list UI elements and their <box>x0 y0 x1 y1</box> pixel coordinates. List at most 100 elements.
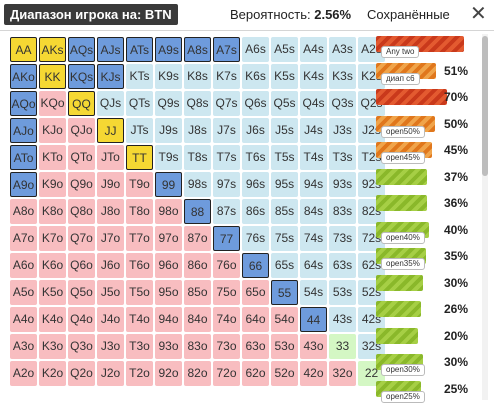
hand-cell-64o[interactable]: 64o <box>242 307 269 332</box>
hand-cell-87o[interactable]: 87o <box>184 226 211 251</box>
saved-range-item[interactable]: 70% <box>373 87 473 113</box>
hand-cell-T7s[interactable]: T7s <box>213 145 240 170</box>
hand-cell-A3o[interactable]: A3o <box>10 334 37 359</box>
hand-cell-93s[interactable]: 93s <box>329 172 356 197</box>
hand-cell-KJs[interactable]: KJs <box>97 64 124 89</box>
hand-cell-98o[interactable]: 98o <box>155 199 182 224</box>
hand-cell-K4o[interactable]: K4o <box>39 307 66 332</box>
hand-cell-63s[interactable]: 63s <box>329 253 356 278</box>
hand-cell-Q5o[interactable]: Q5o <box>68 280 95 305</box>
saved-range-bar[interactable] <box>376 168 427 185</box>
hand-cell-AKo[interactable]: AKo <box>10 64 37 89</box>
hand-cell-K9s[interactable]: K9s <box>155 64 182 89</box>
hand-cell-AQs[interactable]: AQs <box>68 37 95 62</box>
hand-cell-K8s[interactable]: K8s <box>184 64 211 89</box>
hand-cell-44[interactable]: 44 <box>300 307 327 332</box>
hand-cell-43s[interactable]: 43s <box>329 307 356 332</box>
hand-cell-K7o[interactable]: K7o <box>39 226 66 251</box>
hand-cell-A6s[interactable]: A6s <box>242 37 269 62</box>
scrollbar-track[interactable] <box>482 34 488 400</box>
hand-cell-T9o[interactable]: T9o <box>126 172 153 197</box>
hand-cell-73o[interactable]: 73o <box>213 334 240 359</box>
hand-cell-QJs[interactable]: QJs <box>97 91 124 116</box>
hand-cell-72o[interactable]: 72o <box>213 361 240 386</box>
saved-range-bar[interactable] <box>376 327 418 344</box>
hand-cell-J6s[interactable]: J6s <box>242 118 269 143</box>
hand-cell-J6o[interactable]: J6o <box>97 253 124 278</box>
hand-cell-52o[interactable]: 52o <box>271 361 298 386</box>
hand-cell-Q7s[interactable]: Q7s <box>213 91 240 116</box>
saved-range-bar[interactable] <box>376 301 421 317</box>
hand-cell-42o[interactable]: 42o <box>300 361 327 386</box>
hand-cell-A5s[interactable]: A5s <box>271 37 298 62</box>
hand-cell-QTo[interactable]: QTo <box>68 145 95 170</box>
hand-cell-Q2o[interactable]: Q2o <box>68 361 95 386</box>
hand-cell-Q4s[interactable]: Q4s <box>300 91 327 116</box>
hand-cell-Q3s[interactable]: Q3s <box>329 91 356 116</box>
hand-cell-A5o[interactable]: A5o <box>10 280 37 305</box>
hand-cell-K4s[interactable]: K4s <box>300 64 327 89</box>
hand-cell-KTo[interactable]: KTo <box>39 145 66 170</box>
hand-cell-T3o[interactable]: T3o <box>126 334 153 359</box>
saved-range-item[interactable]: 51% диап с6 <box>373 61 473 87</box>
hand-cell-43o[interactable]: 43o <box>300 334 327 359</box>
hand-cell-J9o[interactable]: J9o <box>97 172 124 197</box>
close-icon[interactable]: ✕ <box>470 3 487 25</box>
hand-cell-A7s[interactable]: A7s <box>213 37 240 62</box>
hand-cell-K8o[interactable]: K8o <box>39 199 66 224</box>
hand-cell-92o[interactable]: 92o <box>155 361 182 386</box>
hand-cell-J8o[interactable]: J8o <box>97 199 124 224</box>
hand-cell-A4o[interactable]: A4o <box>10 307 37 332</box>
hand-cell-J8s[interactable]: J8s <box>184 118 211 143</box>
hand-cell-Q8o[interactable]: Q8o <box>68 199 95 224</box>
hand-cell-83o[interactable]: 83o <box>184 334 211 359</box>
hand-cell-J5o[interactable]: J5o <box>97 280 124 305</box>
hand-cell-J3s[interactable]: J3s <box>329 118 356 143</box>
hand-cell-J3o[interactable]: J3o <box>97 334 124 359</box>
hand-cell-76s[interactable]: 76s <box>242 226 269 251</box>
hand-cell-Q6o[interactable]: Q6o <box>68 253 95 278</box>
saved-range-bar[interactable] <box>376 89 447 105</box>
hand-cell-76o[interactable]: 76o <box>213 253 240 278</box>
hand-cell-K7s[interactable]: K7s <box>213 64 240 89</box>
hand-cell-53s[interactable]: 53s <box>329 280 356 305</box>
hand-cell-ATo[interactable]: ATo <box>10 145 37 170</box>
hand-cell-85s[interactable]: 85s <box>271 199 298 224</box>
hand-cell-86s[interactable]: 86s <box>242 199 269 224</box>
hand-cell-97o[interactable]: 97o <box>155 226 182 251</box>
saved-range-item[interactable]: 20% <box>373 326 473 352</box>
hand-cell-98s[interactable]: 98s <box>184 172 211 197</box>
hand-cell-J5s[interactable]: J5s <box>271 118 298 143</box>
hand-cell-75o[interactable]: 75o <box>213 280 240 305</box>
saved-range-item[interactable]: 26% <box>373 299 473 325</box>
hand-cell-T5s[interactable]: T5s <box>271 145 298 170</box>
scrollbar-thumb[interactable] <box>482 36 488 176</box>
hand-cell-95s[interactable]: 95s <box>271 172 298 197</box>
hand-cell-Q4o[interactable]: Q4o <box>68 307 95 332</box>
hand-cell-T6o[interactable]: T6o <box>126 253 153 278</box>
hand-cell-AJo[interactable]: AJo <box>10 118 37 143</box>
hand-cell-84s[interactable]: 84s <box>300 199 327 224</box>
hand-cell-94o[interactable]: 94o <box>155 307 182 332</box>
hand-cell-55[interactable]: 55 <box>271 280 298 305</box>
saved-range-bar[interactable] <box>376 274 423 291</box>
hand-cell-TT[interactable]: TT <box>126 145 153 170</box>
hand-cell-A8o[interactable]: A8o <box>10 199 37 224</box>
hand-cell-T5o[interactable]: T5o <box>126 280 153 305</box>
hand-cell-JJ[interactable]: JJ <box>97 118 124 143</box>
hand-cell-Q6s[interactable]: Q6s <box>242 91 269 116</box>
saved-range-item[interactable]: 40% open40% <box>373 220 473 246</box>
hand-cell-96s[interactable]: 96s <box>242 172 269 197</box>
hand-cell-K6s[interactable]: K6s <box>242 64 269 89</box>
hand-cell-97s[interactable]: 97s <box>213 172 240 197</box>
hand-cell-66[interactable]: 66 <box>242 253 269 278</box>
hand-cell-J4o[interactable]: J4o <box>97 307 124 332</box>
hand-cell-53o[interactable]: 53o <box>271 334 298 359</box>
hand-cell-Q9o[interactable]: Q9o <box>68 172 95 197</box>
hand-cell-T8s[interactable]: T8s <box>184 145 211 170</box>
hand-cell-AKs[interactable]: AKs <box>39 37 66 62</box>
hand-cell-63o[interactable]: 63o <box>242 334 269 359</box>
hand-cell-T4s[interactable]: T4s <box>300 145 327 170</box>
hand-cell-KTs[interactable]: KTs <box>126 64 153 89</box>
hand-cell-J7o[interactable]: J7o <box>97 226 124 251</box>
